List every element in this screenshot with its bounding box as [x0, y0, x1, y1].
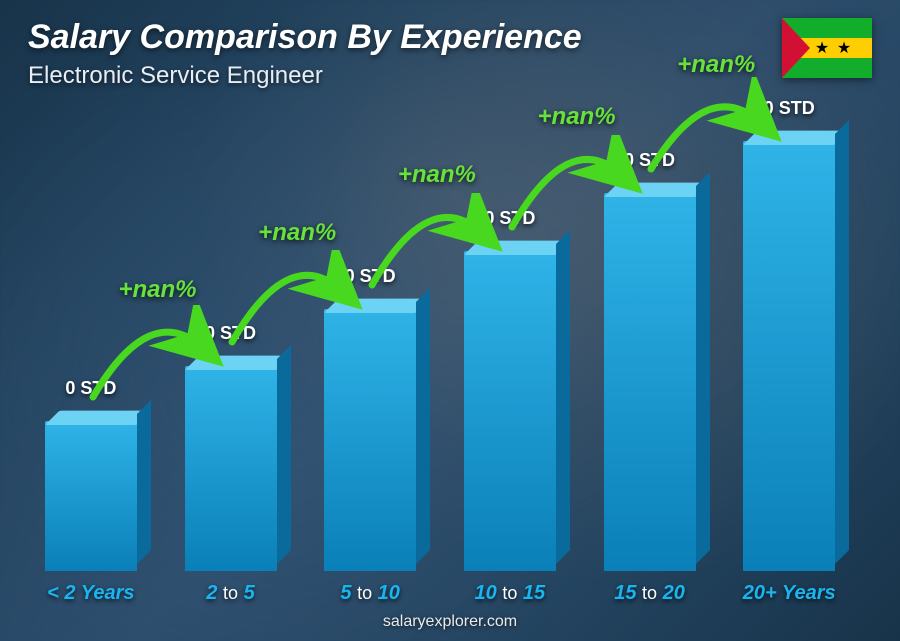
bar-top-face — [604, 183, 710, 197]
bar — [464, 251, 556, 571]
bar-side-face — [696, 172, 710, 564]
bar-value-label: 0 STD — [624, 150, 675, 171]
bar-chart: 0 STD< 2 Years0 STD+nan% 2 to 50 STD+nan… — [30, 111, 850, 571]
bar-delta-label: +nan% — [677, 51, 755, 79]
bar-value-label: 0 STD — [764, 98, 815, 119]
bar-category-label: 10 to 15 — [475, 582, 546, 605]
bar-top-face — [743, 131, 849, 145]
bar-slot: 0 STD+nan% 20+ Years — [728, 111, 850, 571]
bar-front — [604, 193, 696, 571]
bar-top-face — [464, 241, 570, 255]
bar-category-label: < 2 Years — [47, 582, 134, 605]
bar-value-label: 0 STD — [205, 323, 256, 344]
bar-side-face — [556, 230, 570, 564]
bar — [45, 421, 137, 571]
bar-delta-label: +nan% — [538, 103, 616, 131]
bar-side-face — [835, 120, 849, 564]
bar-category-label: 5 to 10 — [340, 582, 400, 605]
bar — [604, 193, 696, 571]
bar-slot: 0 STD+nan% 15 to 20 — [589, 111, 711, 571]
bar-value-label: 0 STD — [484, 208, 535, 229]
bar-front — [743, 141, 835, 571]
bar-category-label: 15 to 20 — [614, 582, 685, 605]
country-flag-icon: ★ ★ — [782, 18, 872, 78]
chart-subtitle: Electronic Service Engineer — [28, 62, 323, 90]
bar-slot: 0 STD+nan% 2 to 5 — [170, 111, 292, 571]
bar-front — [45, 421, 137, 571]
bar-front — [324, 309, 416, 571]
bar-top-face — [45, 411, 151, 425]
bar — [185, 366, 277, 571]
chart-stage: Salary Comparison By Experience Electron… — [0, 0, 900, 641]
svg-text:★: ★ — [815, 40, 829, 57]
bar-front — [464, 251, 556, 571]
bar-delta-label: +nan% — [119, 276, 197, 304]
bar-side-face — [416, 288, 430, 564]
bar-value-label: 0 STD — [65, 378, 116, 399]
svg-text:★: ★ — [837, 40, 851, 57]
bar-side-face — [277, 345, 291, 564]
bar-side-face — [137, 400, 151, 564]
bar-delta-label: +nan% — [398, 161, 476, 189]
chart-title: Salary Comparison By Experience — [28, 18, 582, 57]
bar-category-label: 2 to 5 — [206, 582, 254, 605]
bar-value-label: 0 STD — [345, 266, 396, 287]
bar-top-face — [185, 356, 291, 370]
bar — [743, 141, 835, 571]
bar-category-label: 20+ Years — [743, 582, 836, 605]
bar — [324, 309, 416, 571]
bar-slot: 0 STD+nan% 10 to 15 — [449, 111, 571, 571]
bar-top-face — [324, 299, 430, 313]
bar-delta-label: +nan% — [258, 219, 336, 247]
bar-slot: 0 STD< 2 Years — [30, 111, 152, 571]
footer-credit: salaryexplorer.com — [0, 613, 900, 631]
bar-front — [185, 366, 277, 571]
